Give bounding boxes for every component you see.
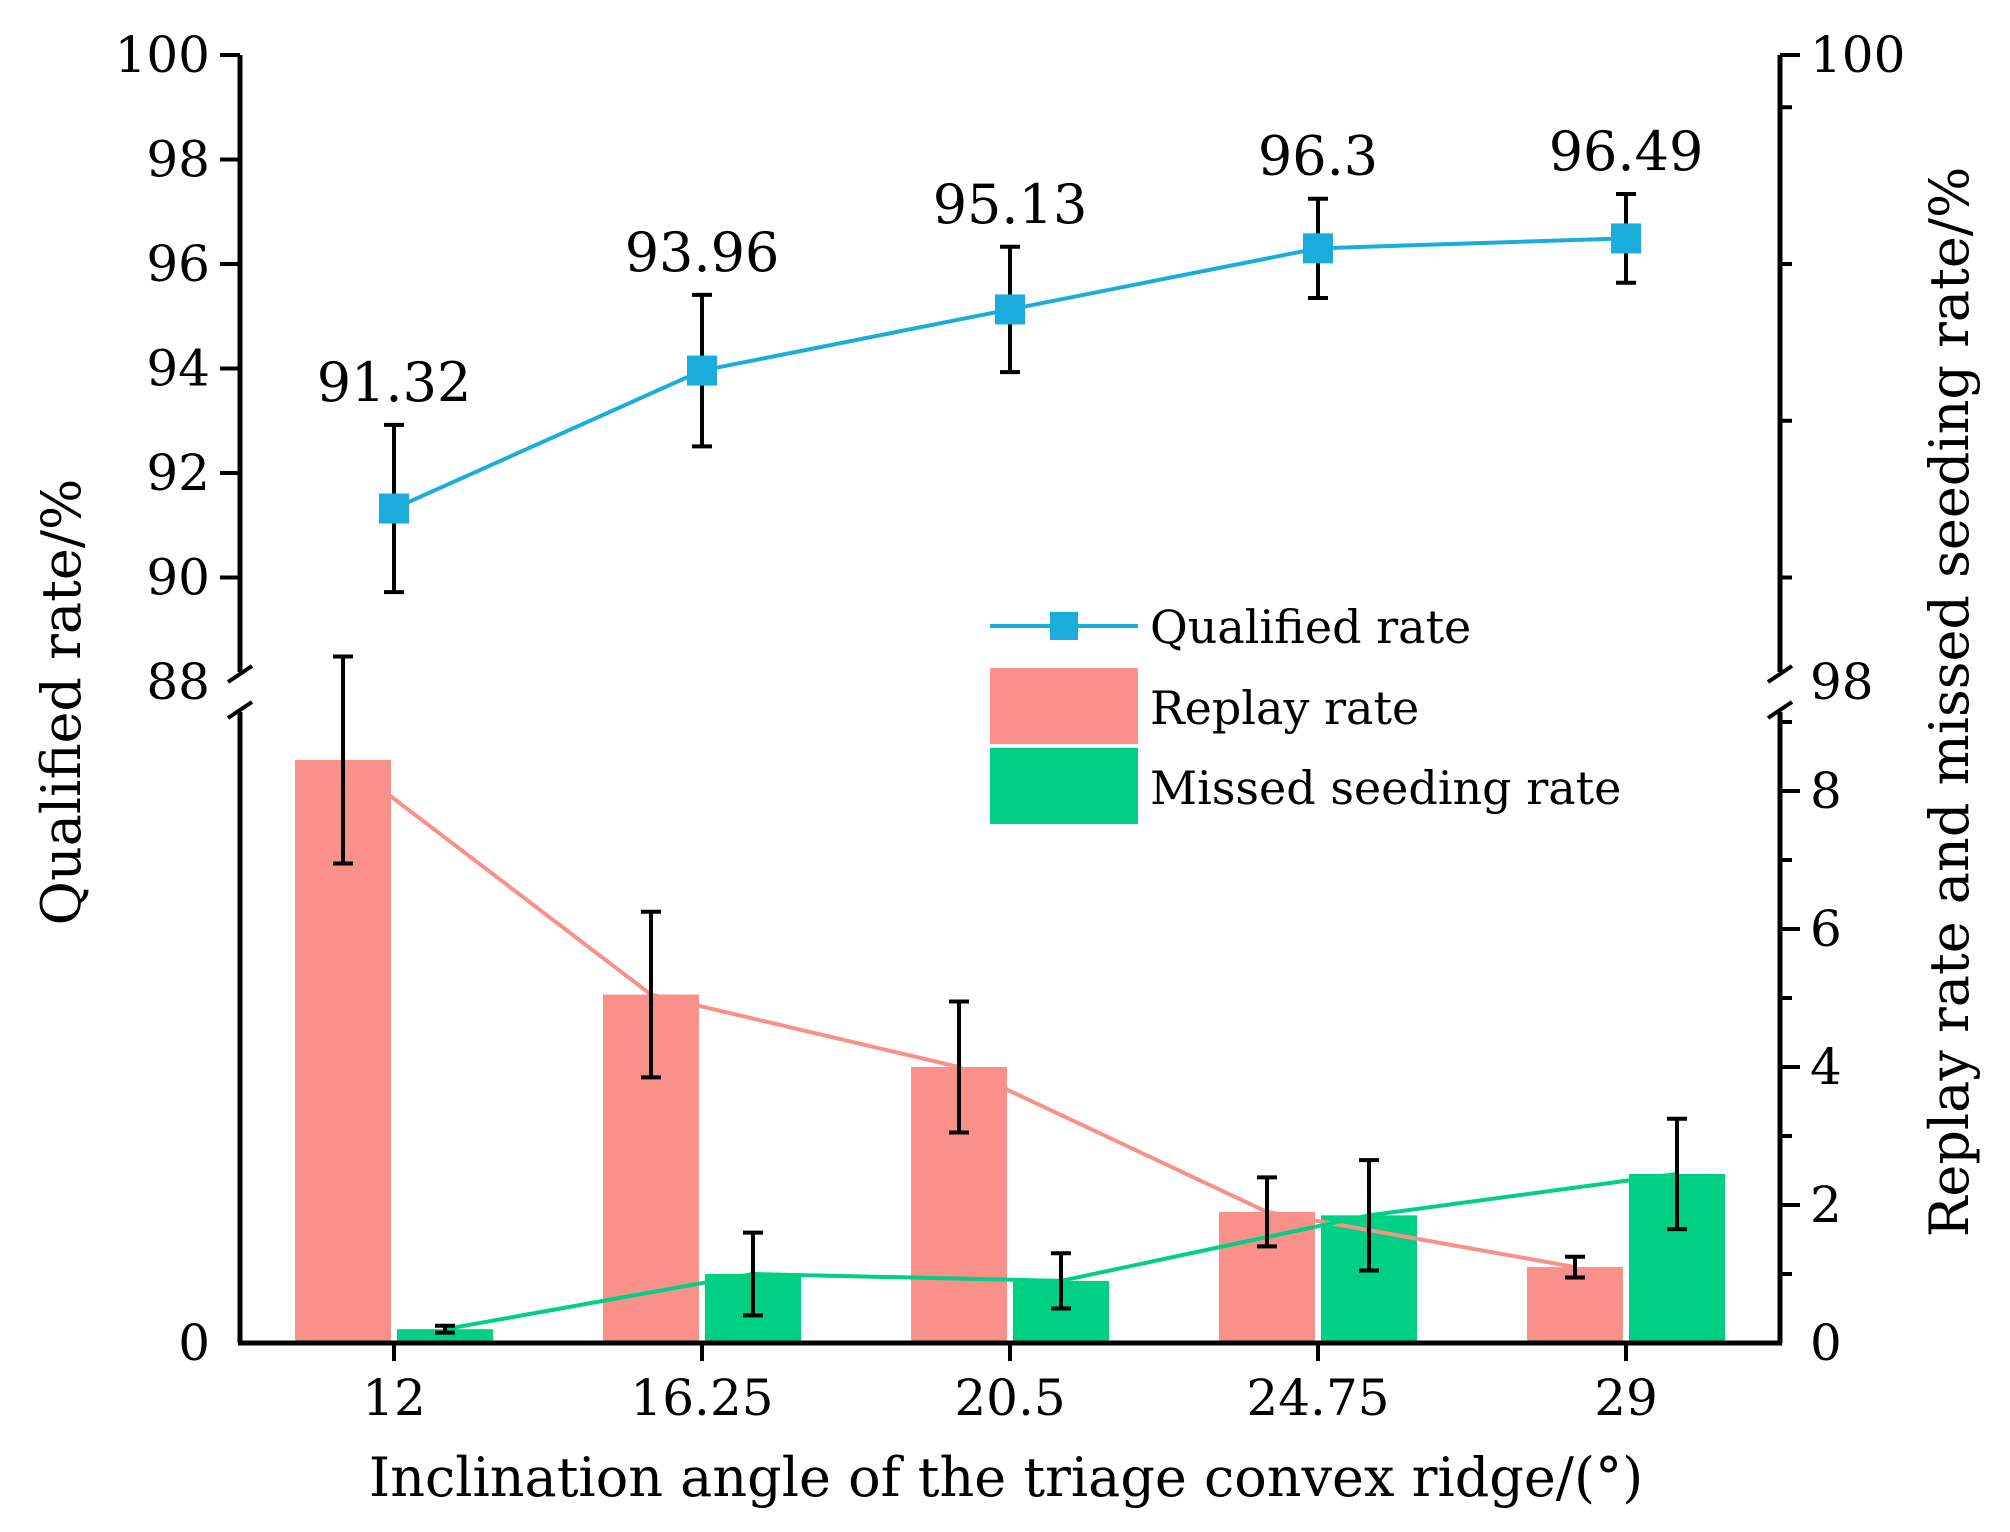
- left-tick-label-zero: 0: [178, 1314, 210, 1372]
- right-axis-title: Replay rate and missed seeding rate/%: [1918, 167, 1981, 1238]
- qualified-point-24.75: [1303, 233, 1333, 264]
- right-tick-label-6: 6: [1810, 900, 1842, 958]
- qualified-value-label-20.5: 95.13: [933, 173, 1088, 236]
- left-axis-break-mark-top: [226, 664, 254, 684]
- qualified-value-label-12: 91.32: [317, 351, 472, 414]
- legend: Qualified rate Replay rate Missed seedin…: [990, 600, 1621, 824]
- qualified-point-12: [379, 493, 409, 524]
- left-axis-title: Qualified rate/%: [30, 479, 93, 926]
- left-tick-label-94: 94: [146, 340, 210, 398]
- left-tick-label-100: 100: [115, 26, 210, 84]
- qualified-value-label-29: 96.49: [1549, 120, 1704, 183]
- left-tick-label-96: 96: [146, 235, 210, 293]
- x-tick-label-24.75: 24.75: [1246, 1369, 1389, 1427]
- qualified-point-16.25: [687, 355, 717, 386]
- left-tick-label-92: 92: [146, 444, 210, 502]
- qualified-value-label-16.25: 93.96: [625, 221, 780, 284]
- legend-swatch-missed: [990, 748, 1138, 824]
- missed-bar-12: [397, 1329, 493, 1343]
- legend-swatch-replay: [990, 668, 1138, 744]
- legend-label-qualified: Qualified rate: [1150, 600, 1471, 654]
- legend-marker-qualified: [1050, 612, 1078, 640]
- right-tick-label-2: 2: [1810, 1176, 1842, 1234]
- qualified-value-label-24.75: 96.3: [1258, 125, 1378, 188]
- right-tick-label-top: 100: [1810, 26, 1905, 84]
- right-tick-label-0: 0: [1810, 1314, 1842, 1372]
- axes: 88 90 92 94 96 98 100 100 98 0 0 2 4 6 8 12 16.25 20.5 24.…: [115, 26, 1906, 1427]
- x-tick-label-16.25: 16.25: [630, 1369, 773, 1427]
- lower-panel: [295, 654, 1725, 1343]
- qualified-point-29: [1611, 223, 1641, 254]
- x-tick-label-20.5: 20.5: [954, 1369, 1065, 1427]
- left-tick-label-98: 98: [146, 131, 210, 189]
- legend-label-missed: Missed seeding rate: [1150, 761, 1621, 815]
- right-tick-label-8: 8: [1810, 762, 1842, 820]
- right-axis-break-mark-top: [1766, 664, 1794, 684]
- right-tick-label-4: 4: [1810, 1038, 1842, 1096]
- right-tick-label-break: 98: [1810, 653, 1874, 711]
- upper-panel: 91.32 93.96 95.13 96.3 96.49: [317, 120, 1704, 595]
- left-tick-label-88: 88: [146, 653, 210, 711]
- left-axis-break-mark-bottom: [226, 700, 254, 720]
- legend-label-replay: Replay rate: [1150, 681, 1419, 735]
- left-tick-label-90: 90: [146, 549, 210, 607]
- qualified-point-20.5: [995, 294, 1025, 325]
- replay-bar-29: [1527, 1267, 1623, 1343]
- x-tick-label-12: 12: [362, 1369, 426, 1427]
- x-axis-title: Inclination angle of the triage convex r…: [369, 1446, 1643, 1509]
- x-tick-label-29: 29: [1594, 1369, 1658, 1427]
- right-axis-break-mark-bottom: [1766, 700, 1794, 720]
